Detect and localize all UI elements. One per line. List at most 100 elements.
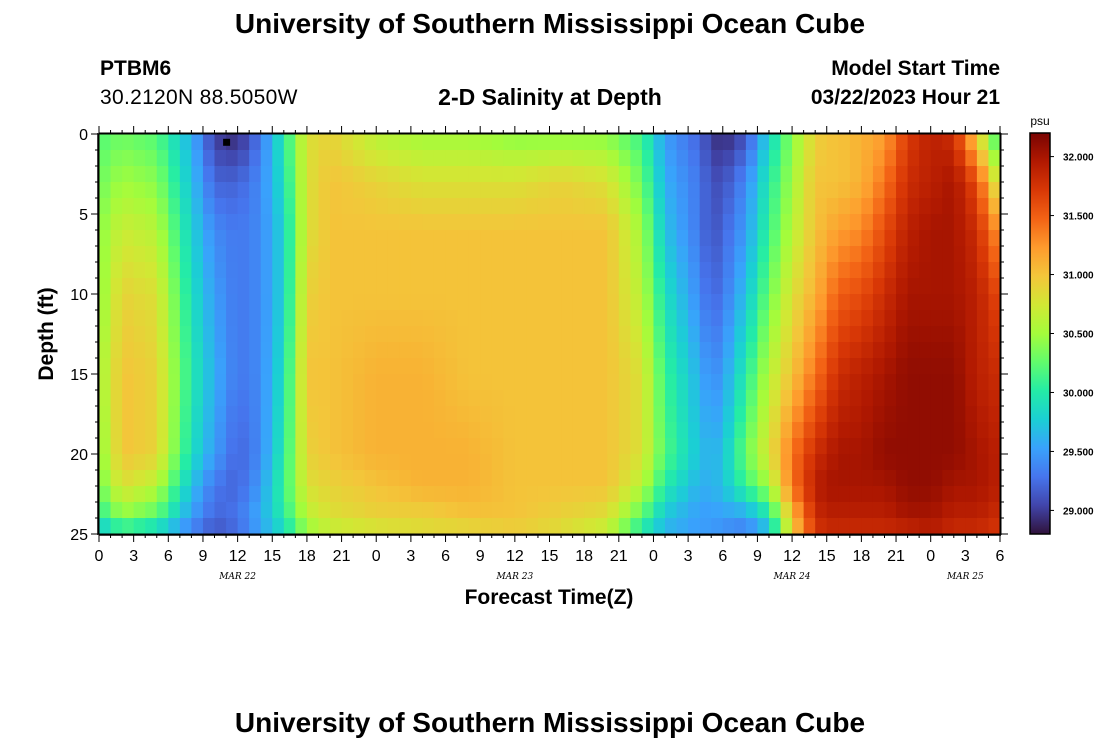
heatmap-cell [156,358,169,375]
heatmap-cell [549,310,562,327]
heatmap-cell [353,374,366,391]
heatmap-cell [503,326,516,343]
heatmap-cell [768,486,782,503]
heatmap-cell [214,198,227,215]
heatmap-cell [584,198,597,215]
heatmap-cell [526,294,539,311]
heatmap-cell [468,182,481,199]
heatmap-cell [965,390,978,407]
heatmap-cell [330,518,343,535]
heatmap-cell [457,310,470,327]
heatmap-cell [445,406,458,423]
heatmap-cell [445,246,458,263]
heatmap-cell [457,182,470,199]
heatmap-cell [676,342,689,359]
heatmap-cell [734,246,747,263]
heatmap-cell [884,374,897,391]
heatmap-cell [976,150,990,167]
heatmap-cell [237,230,250,247]
heatmap-cell [99,486,112,503]
heatmap-cell [757,470,770,487]
heatmap-cell [595,246,608,263]
heatmap-cell [468,406,481,423]
heatmap-cell [676,294,689,311]
heatmap-cell [688,262,701,279]
heatmap-cell [122,470,135,487]
heatmap-cell [237,262,250,279]
heatmap-cell [526,278,539,295]
heatmap-cell [399,342,412,359]
heatmap-cell [318,182,331,199]
heatmap-cell [514,502,527,519]
heatmap-cell [295,486,308,503]
heatmap-cell [237,454,250,471]
heatmap-cell [676,166,689,183]
heatmap-cell [410,342,424,359]
heatmap-cell [399,358,412,375]
heatmap-cell [145,358,158,375]
heatmap-cell [168,214,181,231]
heatmap-cell [953,278,966,295]
heatmap-cell [815,294,828,311]
heatmap-cell [249,230,262,247]
heatmap-cell [422,438,435,455]
heatmap-cell [780,150,793,167]
heatmap-cell [792,310,805,327]
heatmap-cell [607,342,620,359]
heatmap-cell [364,374,377,391]
heatmap-cell [572,390,585,407]
heatmap-cell [179,454,193,471]
heatmap-cell [665,406,678,423]
heatmap-cell [214,150,227,167]
heatmap-cell [595,214,608,231]
heatmap-cell [526,134,539,151]
heatmap-cell [133,150,146,167]
heatmap-cell [641,150,655,167]
heatmap-cell [191,278,204,295]
heatmap-cell [815,150,828,167]
heatmap-cell [387,374,400,391]
heatmap-cell [99,134,112,151]
heatmap-cell [191,486,204,503]
heatmap-cell [757,358,770,375]
heatmap-cell [803,182,816,199]
heatmap-cell [849,262,862,279]
heatmap-cell [849,438,862,455]
heatmap-cell [202,150,216,167]
heatmap-cell [768,246,782,263]
heatmap-cell [491,422,504,439]
heatmap-cell [780,134,793,151]
heatmap-cell [745,166,759,183]
heatmap-cell [202,502,216,519]
heatmap-cell [433,166,447,183]
heatmap-cell [722,358,735,375]
heatmap-cell [584,390,597,407]
heatmap-cell [526,198,539,215]
heatmap-cell [433,230,447,247]
heatmap-cell [768,214,782,231]
heatmap-cell [260,134,273,151]
heatmap-cell [364,278,377,295]
heatmap-cell [561,166,574,183]
heatmap-cell [214,342,227,359]
heatmap-cell [630,358,643,375]
heatmap-cell [306,454,320,471]
heatmap-cell [549,358,562,375]
heatmap-cell [202,182,216,199]
heatmap-cell [249,486,262,503]
heatmap-cell [503,198,516,215]
heatmap-cell [618,198,631,215]
heatmap-cell [457,358,470,375]
heatmap-cell [364,326,377,343]
heatmap-cell [595,374,608,391]
heatmap-cell [618,342,631,359]
heatmap-cell [815,134,828,151]
heatmap-cell [699,470,712,487]
heatmap-cell [491,454,504,471]
heatmap-cell [191,358,204,375]
heatmap-cell [249,198,262,215]
heatmap-cell [584,310,597,327]
heatmap-cell [526,486,539,503]
heatmap-cell [480,246,493,263]
heatmap-cell [780,438,793,455]
